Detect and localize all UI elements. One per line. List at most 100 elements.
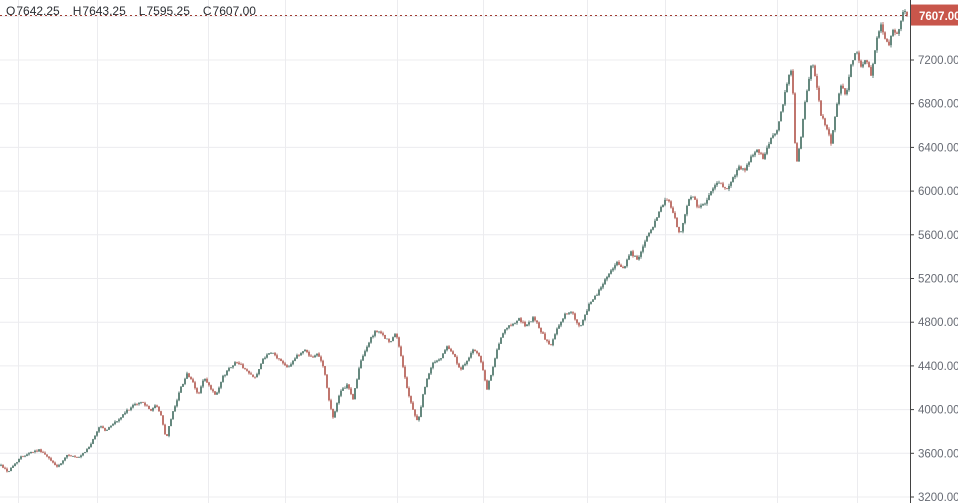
candle-body [368, 342, 370, 347]
candle-body [514, 323, 516, 324]
candle-body [834, 116, 836, 131]
candle-body [390, 340, 392, 342]
candle-body [876, 37, 878, 51]
candle-body [396, 334, 398, 338]
candle-body [682, 223, 684, 232]
candle-body [608, 273, 610, 278]
candle-body [20, 456, 22, 459]
candle-body [36, 450, 38, 452]
candle-body [92, 439, 94, 444]
candle-body [22, 456, 24, 458]
candle-body [10, 467, 12, 472]
candle-body [778, 121, 780, 131]
candle-body [176, 400, 178, 407]
candle-body [498, 343, 500, 350]
candle-body [76, 457, 78, 458]
candle-body [814, 65, 816, 77]
candle-body [584, 314, 586, 320]
candle-body [400, 346, 402, 357]
candle-body [832, 130, 834, 144]
candle-body [680, 231, 682, 233]
candle-body [324, 366, 326, 375]
candle-body [342, 388, 344, 391]
candle-body [370, 337, 372, 343]
candle-body [906, 11, 908, 16]
candle-body [668, 199, 670, 202]
candle-body [636, 256, 638, 260]
candle-body [754, 152, 756, 156]
candle-body [420, 406, 422, 417]
candle-body [158, 406, 160, 412]
candle-body [218, 387, 220, 393]
axis-tick-label: 3600.00 [918, 448, 958, 460]
candle-body [226, 370, 228, 376]
candle-body [448, 346, 450, 349]
candle-body [596, 295, 598, 296]
candle-body [344, 387, 346, 389]
candle-body [102, 426, 104, 429]
candle-body [356, 379, 358, 389]
candle-body [300, 353, 302, 356]
candle-body [672, 207, 674, 213]
candle-body [258, 369, 260, 375]
candle-body [658, 211, 660, 218]
candle-body [700, 205, 702, 208]
candle-body [238, 362, 240, 364]
candle-body [562, 318, 564, 322]
axis-tick-label: 6400.00 [918, 142, 958, 154]
candle-body [676, 217, 678, 227]
candle-body [666, 199, 668, 201]
candle-body [850, 64, 852, 77]
candle-body [186, 373, 188, 379]
candle-body [802, 118, 804, 137]
candle-body [2, 464, 4, 468]
candle-body [542, 332, 544, 334]
candle-body [534, 317, 536, 321]
candle-body [202, 380, 204, 387]
candle-body [846, 90, 848, 95]
candle-body [470, 353, 472, 358]
candle-body [182, 383, 184, 387]
candle-body [586, 310, 588, 315]
candle-body [768, 143, 770, 148]
candle-body [732, 177, 734, 182]
candle-body [96, 431, 98, 436]
candle-body [888, 41, 890, 46]
candle-body [296, 355, 298, 359]
candle-body [646, 236, 648, 242]
candle-body [714, 185, 716, 189]
candle-body [98, 427, 100, 432]
candle-body [316, 353, 318, 356]
candle-body [298, 355, 300, 356]
candle-body [222, 375, 224, 382]
candle-body [662, 204, 664, 207]
candle-body [272, 353, 274, 354]
candle-body [170, 419, 172, 427]
candle-body [74, 456, 76, 458]
candle-body [192, 379, 194, 383]
price-axis[interactable]: 7200.00 6800.00 6400.00 6000.00 5600.00 5200.… [910, 0, 958, 503]
candle-body [166, 434, 168, 436]
candle-body [588, 303, 590, 311]
candle-body [518, 318, 520, 321]
candle-body [654, 220, 656, 227]
candle-body [462, 365, 464, 370]
axis-tick-label: 7200.00 [918, 55, 958, 67]
candle-body [660, 206, 662, 212]
candle-body [652, 226, 654, 230]
candle-body [18, 458, 20, 463]
candle-body [828, 129, 830, 135]
candle-body [686, 205, 688, 215]
candle-body [308, 351, 310, 356]
candle-body [440, 358, 442, 360]
candle-body [746, 164, 748, 171]
candle-body [638, 256, 640, 260]
candle-body [354, 388, 356, 400]
candle-body [622, 267, 624, 269]
candle-body [452, 351, 454, 354]
candle-body [256, 374, 258, 378]
candle-body [196, 388, 198, 393]
candle-body [460, 367, 462, 370]
